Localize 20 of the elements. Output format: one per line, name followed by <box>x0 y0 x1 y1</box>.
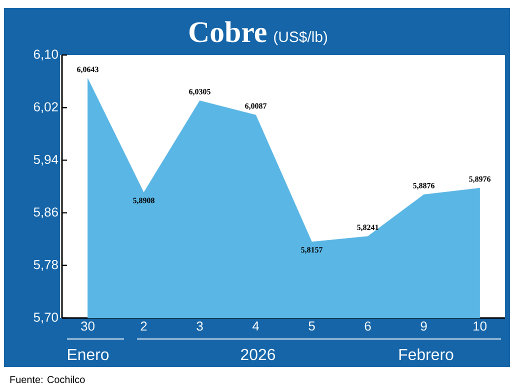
x-tick-label: 2 <box>140 322 147 331</box>
chart-subtitle: (US$/lb) <box>274 30 328 46</box>
text: 2026 <box>241 348 276 360</box>
text: Enero <box>68 349 109 360</box>
text: Febrero <box>399 348 454 360</box>
x-tick-label: 4 <box>252 322 260 330</box>
y-tick-label: 5,86 <box>34 207 58 218</box>
y-tick-label: 6,02 <box>34 102 58 113</box>
x-tick-label: 3 <box>196 322 203 331</box>
x-tick-label: 6 <box>364 322 371 331</box>
x-tick-label: 9 <box>420 322 427 331</box>
source-note: Fuente: Cochilco <box>10 376 85 384</box>
chart-title: Cobre <box>189 21 266 42</box>
y-tick-label: 5,78 <box>34 260 58 271</box>
y-tick-label: 6,10 <box>34 50 58 60</box>
x-tick-label: 30 <box>81 322 94 331</box>
x-tick-label: 10 <box>474 322 487 331</box>
y-tick-label: 5,94 <box>34 154 58 166</box>
y-tick-label: 5,70 <box>34 312 58 324</box>
x-tick-label: 5 <box>308 322 315 331</box>
